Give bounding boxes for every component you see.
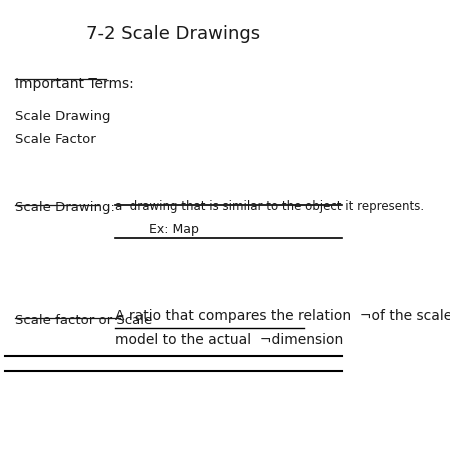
Text: Scale Drawing: Scale Drawing: [15, 110, 111, 123]
Text: Scale Drawing:: Scale Drawing:: [15, 201, 115, 214]
Text: Ex: Map: Ex: Map: [149, 223, 199, 236]
Text: a  drawing that is similar to the object it represents.: a drawing that is similar to the object …: [115, 200, 424, 213]
Text: A ratio that compares the relation  ¬of the scale: A ratio that compares the relation ¬of t…: [115, 309, 450, 324]
Text: Scale factor or Scale: Scale factor or Scale: [15, 314, 153, 327]
Text: model to the actual  ¬dimension: model to the actual ¬dimension: [115, 333, 343, 347]
Text: 7-2 Scale Drawings: 7-2 Scale Drawings: [86, 25, 260, 43]
Text: Scale Factor: Scale Factor: [15, 133, 96, 146]
Text: Important Terms:: Important Terms:: [15, 77, 134, 91]
